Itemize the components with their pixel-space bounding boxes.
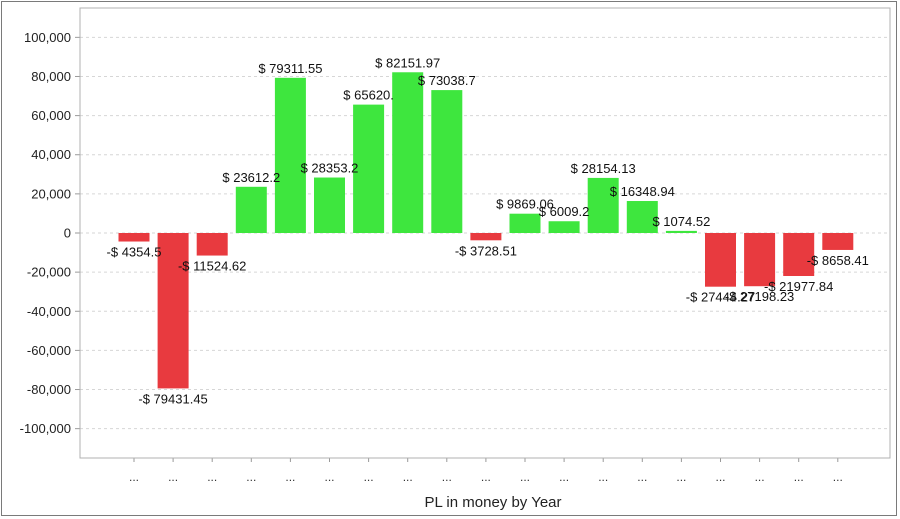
data-label: $ 79311.55	[258, 61, 322, 76]
bar	[392, 72, 424, 233]
x-category-label: ...	[715, 470, 725, 484]
data-label: $ 9869.06	[496, 197, 554, 212]
data-label: -$ 27198.23	[725, 289, 794, 304]
bar	[470, 233, 502, 241]
y-tick-label: 60,000	[31, 108, 71, 123]
data-label: $ 82151.97	[375, 55, 440, 70]
x-category-label: ...	[168, 470, 178, 484]
grid-lines	[80, 36, 890, 430]
y-tick-label: -40,000	[27, 304, 71, 319]
x-category-label: ...	[129, 470, 139, 484]
data-labels: -$ 4354.5 -$ 79431.45 -$ 11524.62 $ 23612.2…	[107, 55, 869, 406]
data-label: $ 65620.	[343, 88, 394, 103]
bar	[587, 177, 619, 233]
bar	[509, 213, 541, 233]
x-category-label: ...	[794, 470, 804, 484]
data-label: -$ 11524.62	[178, 259, 246, 274]
bar	[118, 233, 150, 242]
x-axis-categories: ........................................…	[129, 458, 843, 484]
y-tick-label: -20,000	[27, 265, 71, 280]
bar	[157, 233, 189, 389]
bar	[665, 230, 697, 233]
y-axis-ticks: 100,000 80,000 60,000 40,000 20,000 0 -20,000 -…	[20, 30, 80, 436]
x-category-label: ...	[520, 470, 530, 484]
bar	[705, 233, 736, 287]
x-category-label: ...	[285, 470, 295, 484]
bar	[314, 177, 345, 233]
bar	[822, 233, 854, 250]
bars	[118, 72, 854, 389]
data-label: -$ 21977.84	[764, 279, 833, 294]
x-category-label: ...	[559, 470, 569, 484]
x-category-label: ...	[364, 470, 374, 484]
bar	[196, 233, 228, 256]
y-tick-label: -60,000	[27, 343, 71, 358]
bar	[274, 77, 306, 233]
x-category-label: ...	[676, 470, 686, 484]
x-axis-title: PL in money by Year	[424, 494, 561, 511]
y-tick-label: 20,000	[31, 186, 71, 201]
y-tick-label: 0	[64, 226, 71, 241]
data-label: $ 16348.94	[610, 184, 675, 199]
x-category-label: ...	[324, 470, 334, 484]
x-category-label: ...	[481, 470, 491, 484]
data-label: -$ 27444.27	[686, 290, 755, 305]
y-tick-label: -100,000	[20, 421, 71, 436]
y-tick-label: 80,000	[31, 69, 71, 84]
y-tick-label: 40,000	[31, 147, 71, 162]
data-label: $ 28154.13	[571, 161, 636, 176]
bar	[235, 186, 267, 233]
x-category-label: ...	[442, 470, 452, 484]
data-label: -$ 79431.45	[138, 391, 207, 406]
bar	[783, 233, 815, 277]
y-tick-label: -80,000	[27, 382, 71, 397]
data-label: $ 23612.2	[222, 170, 280, 185]
data-label: $ 73038.7	[418, 73, 476, 88]
data-label: -$ 8658.41	[807, 253, 869, 268]
x-category-label: ...	[637, 470, 647, 484]
x-category-label: ...	[755, 470, 765, 484]
bar	[626, 201, 658, 233]
x-category-label: ...	[403, 470, 413, 484]
bar	[431, 90, 463, 233]
bar	[548, 221, 580, 233]
y-tick-label: 100,000	[24, 30, 71, 45]
x-category-label: ...	[833, 470, 843, 484]
x-category-label: ...	[246, 470, 256, 484]
x-category-label: ...	[598, 470, 608, 484]
x-category-label: ...	[207, 470, 217, 484]
data-label: -$ 3728.51	[455, 243, 517, 258]
bar	[353, 104, 385, 234]
data-label: -$ 4354.5	[107, 245, 162, 260]
data-label: $ 28353.2	[301, 161, 359, 176]
data-label: $ 6009.2	[539, 204, 590, 219]
bar	[744, 233, 776, 287]
data-label: $ 1074.52	[652, 214, 710, 229]
plot-border	[79, 7, 891, 459]
